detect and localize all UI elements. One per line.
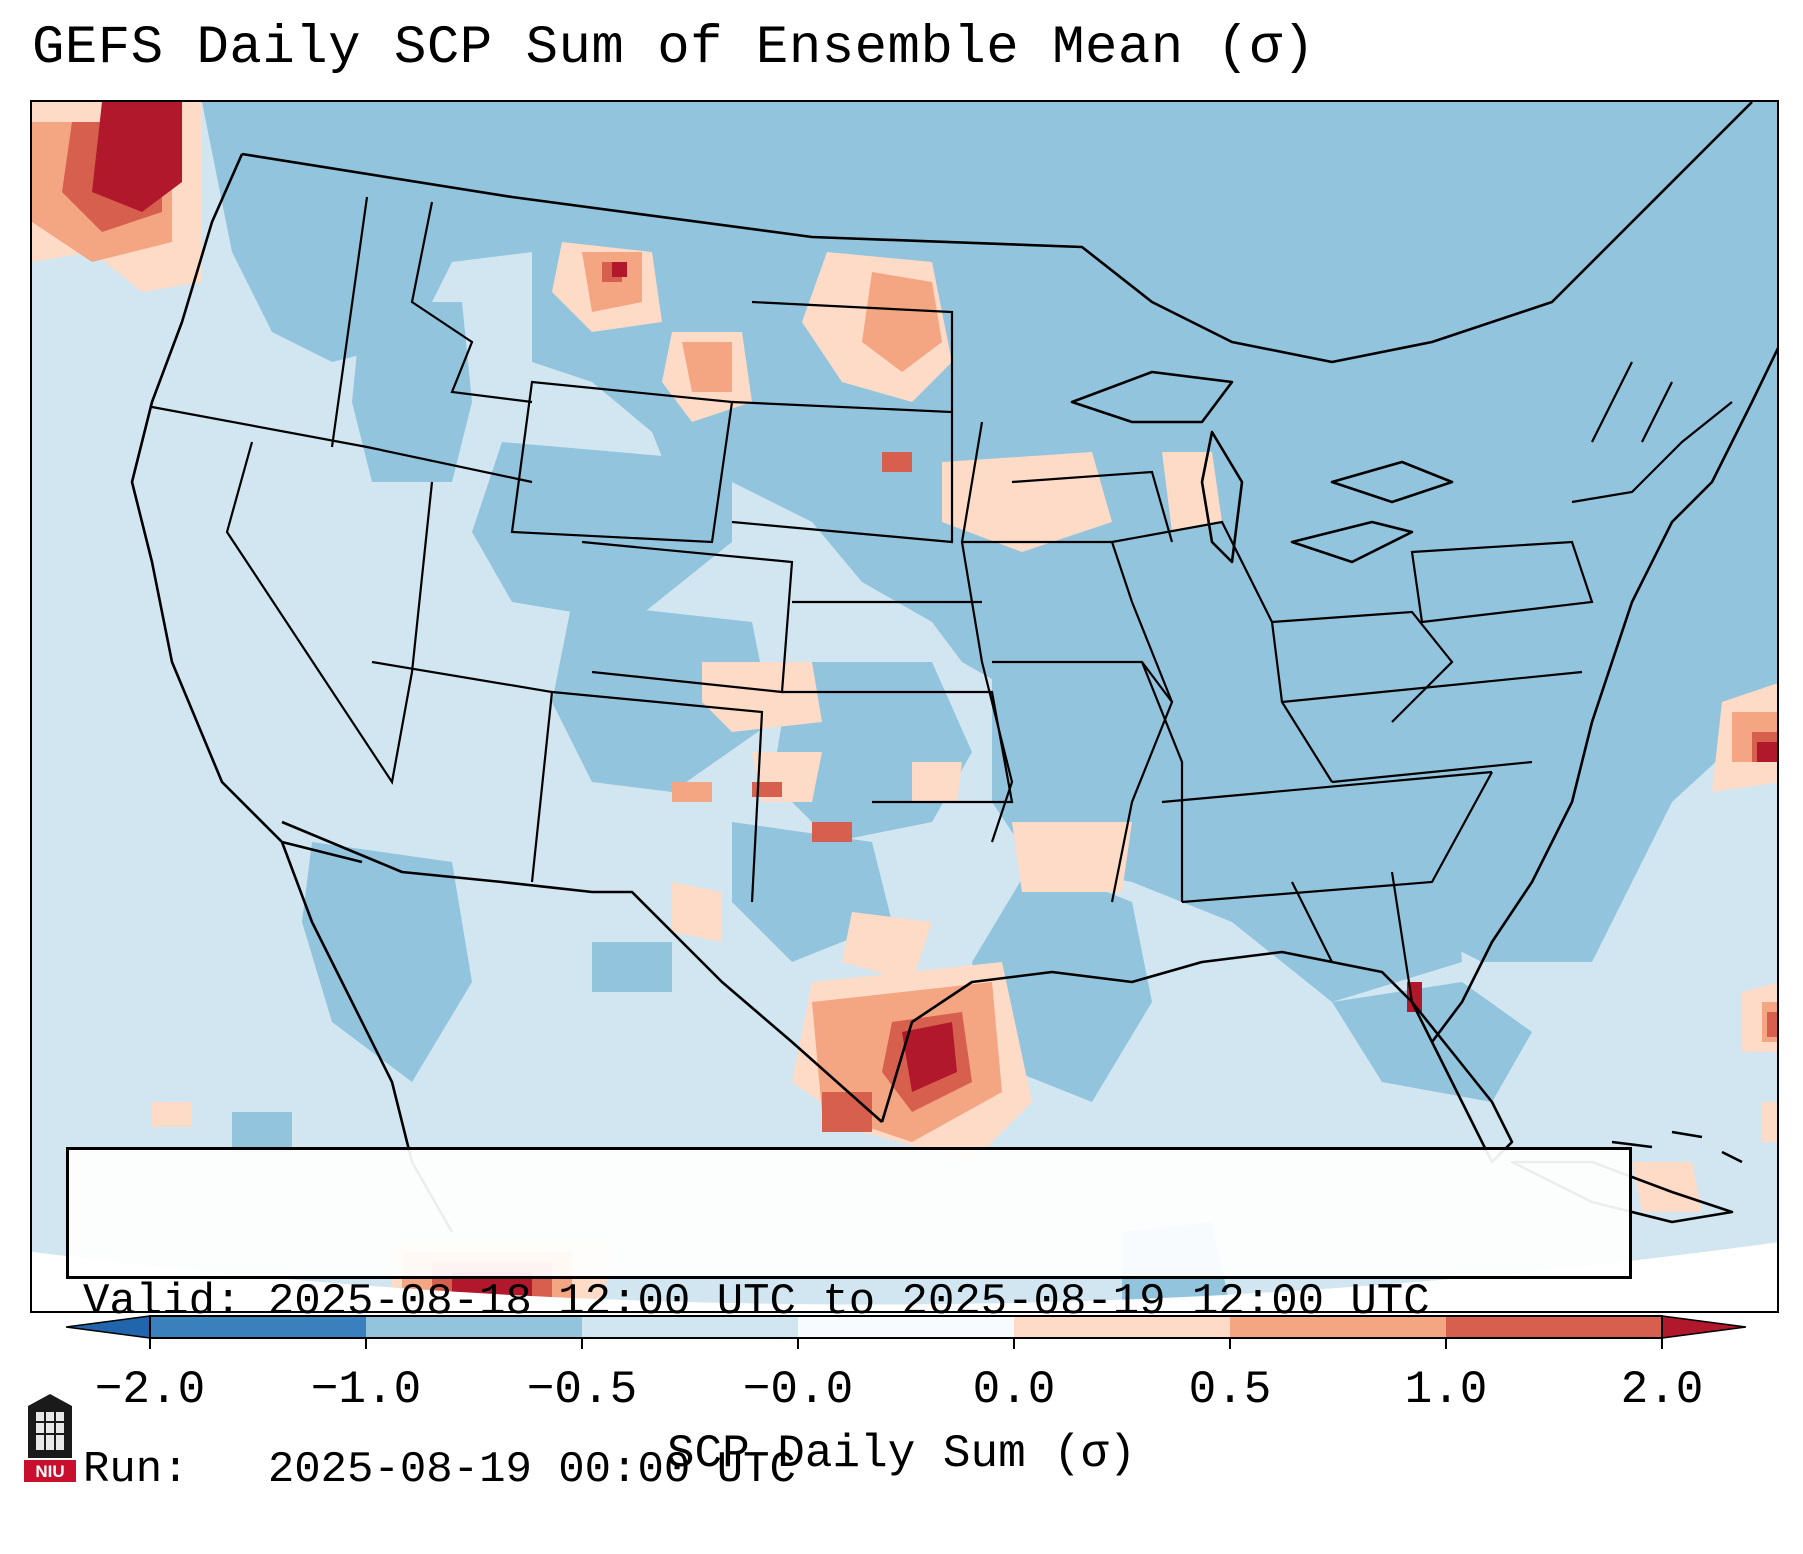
- colorbar-tick-label: 0.0: [972, 1364, 1056, 1416]
- us-mexico-border: [281, 820, 883, 1123]
- colorbar-segment-7: [1446, 1316, 1662, 1338]
- projection-edge: [32, 1242, 1777, 1311]
- colorbar-tick-label: −2.0: [94, 1364, 206, 1416]
- colorbar-segment-6: [1230, 1316, 1446, 1338]
- colorbar-segment-2: [366, 1316, 582, 1338]
- colorbar-segment-5: [1014, 1316, 1230, 1338]
- niu-logo-icon: NIU: [24, 1394, 76, 1482]
- colorbar-tick-label: 0.5: [1188, 1364, 1272, 1416]
- colorbar-tick-label: 1.0: [1404, 1364, 1488, 1416]
- chart-title: GEFS Daily SCP Sum of Ensemble Mean (σ): [32, 18, 1316, 79]
- colorbar-extend-high: [1661, 1315, 1746, 1339]
- colorbar-segment-3: [582, 1316, 798, 1338]
- colorbar-tick-label: −1.0: [310, 1364, 422, 1416]
- colorbar-tick-label: 2.0: [1620, 1364, 1704, 1416]
- valid-run-info-box: Valid: 2025-08-18 12:00 UTC to 2025-08-1…: [66, 1147, 1632, 1495]
- scp-map: [32, 102, 1777, 1311]
- east-coast: [1430, 347, 1777, 1043]
- colorbar-segment-4: [798, 1316, 1014, 1338]
- colorbar: [66, 1315, 1746, 1349]
- gulf-coast: [880, 950, 1413, 1123]
- colorbar-extend-low: [66, 1315, 151, 1339]
- us-west-coast: [130, 153, 363, 864]
- run-time-text: Run: 2025-08-19 00:00 UTC: [83, 1445, 796, 1495]
- great-lakes: [1070, 370, 1234, 424]
- colorbar-ticks: [149, 1338, 1663, 1349]
- us-canada-border: [241, 102, 1753, 364]
- state-lines: [151, 196, 1733, 1003]
- map-frame: [30, 100, 1779, 1313]
- logo-text: NIU: [35, 1462, 64, 1481]
- colorbar-tick-label: −0.0: [742, 1364, 854, 1416]
- colorbar-tick-label: −0.5: [526, 1364, 638, 1416]
- colorbar-segment-1: [150, 1316, 366, 1338]
- colorbar-label: SCP Daily Sum (σ): [666, 1428, 1137, 1480]
